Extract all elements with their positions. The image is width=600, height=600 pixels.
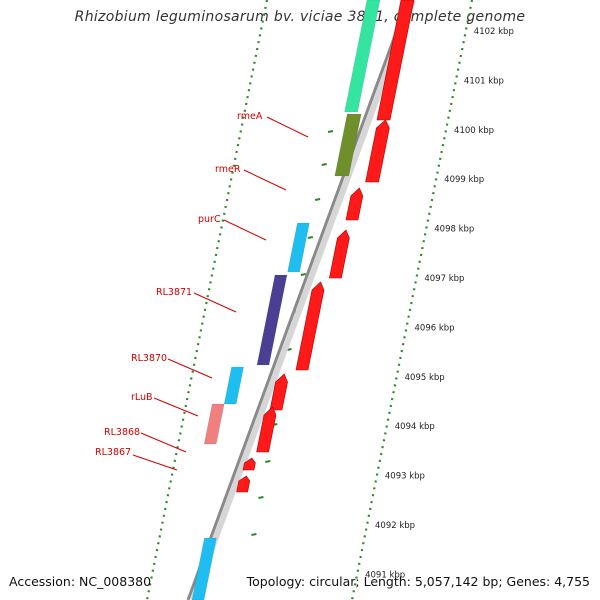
gene-leader-line bbox=[266, 116, 309, 138]
scale-label: 4091 kbp bbox=[365, 570, 405, 580]
gene-label: RL3870 bbox=[131, 353, 167, 364]
ruler-tick bbox=[300, 273, 307, 276]
orf-track bbox=[236, 0, 415, 493]
scale-ruler: 4102 kbp 4101 kbp 4100 kbp 4099 kbp 4098 kbp… bbox=[145, 0, 514, 600]
cog-block-indigo bbox=[256, 274, 288, 366]
gene-label: RL3871 bbox=[156, 287, 192, 298]
orf-arrow bbox=[345, 187, 364, 221]
gene-leader-line bbox=[140, 432, 187, 453]
ruler-tick bbox=[265, 460, 271, 463]
gene-label: purC bbox=[198, 214, 221, 225]
gene-leader-line bbox=[193, 292, 237, 313]
gene-leader-line bbox=[243, 169, 287, 191]
ruler-tick bbox=[327, 130, 334, 133]
orf-arrow bbox=[256, 406, 277, 453]
orf-arrow bbox=[242, 457, 256, 471]
scale-label: 4099 kbp bbox=[444, 175, 484, 185]
scale-label: 4094 kbp bbox=[395, 422, 435, 432]
genome-backbone bbox=[186, 0, 416, 600]
map-title: Rhizobium leguminosarum bv. viciae 3841,… bbox=[74, 9, 526, 25]
cog-track bbox=[191, 0, 381, 600]
orf-arrow bbox=[376, 0, 415, 121]
gene-label: rLuB bbox=[131, 392, 153, 403]
orf-arrow bbox=[295, 281, 325, 371]
ruler-tick bbox=[314, 198, 321, 201]
orf-arrow bbox=[365, 119, 390, 183]
orf-arrow bbox=[269, 373, 288, 411]
gene-leader-line bbox=[132, 454, 178, 471]
gene-label: rmeA bbox=[237, 111, 263, 122]
cog-block-teal bbox=[344, 0, 381, 113]
inner-dotted-line bbox=[145, 0, 269, 600]
cog-block-cyan bbox=[287, 222, 310, 273]
cog-block-pink bbox=[203, 403, 225, 445]
scale-label: 4102 kbp bbox=[474, 27, 514, 37]
ruler-tick bbox=[251, 533, 257, 536]
scale-label: 4096 kbp bbox=[415, 323, 455, 333]
ruler-tick bbox=[258, 496, 264, 499]
gene-leader-line bbox=[167, 358, 213, 379]
gene-labels: rmeA rmeR purC RL3871 RL3870 rLuB RL3868 RL3867 bbox=[95, 111, 309, 471]
topology-text: Topology: circular; Length: 5,057,142 bp… bbox=[246, 574, 590, 589]
backbone-strand-light bbox=[190, 0, 416, 600]
scale-label: 4097 kbp bbox=[424, 274, 464, 284]
orf-arrow bbox=[236, 475, 251, 493]
scale-label: 4098 kbp bbox=[434, 225, 474, 235]
gene-leader-line bbox=[223, 219, 267, 241]
ruler-tick bbox=[307, 236, 314, 239]
accession-text: Accession: NC_008380 bbox=[9, 574, 152, 589]
cog-block-cyan bbox=[223, 366, 244, 405]
scale-label: 4100 kbp bbox=[454, 126, 494, 136]
orf-arrow bbox=[329, 229, 350, 279]
scale-label: 4095 kbp bbox=[405, 373, 445, 383]
gene-label: RL3867 bbox=[95, 447, 131, 458]
scale-label: 4092 kbp bbox=[375, 521, 415, 531]
scale-label: 4101 kbp bbox=[464, 76, 504, 86]
ruler-tick bbox=[321, 163, 327, 166]
ruler-dotted-line bbox=[350, 0, 474, 600]
cog-block-cyan bbox=[191, 537, 217, 600]
gene-label: rmeR bbox=[215, 164, 241, 175]
gene-leader-line bbox=[153, 397, 199, 417]
backbone-strand-dark bbox=[186, 0, 410, 600]
cog-block-olive bbox=[334, 113, 362, 177]
gene-label: RL3868 bbox=[104, 427, 140, 438]
scale-label: 4093 kbp bbox=[385, 472, 425, 482]
